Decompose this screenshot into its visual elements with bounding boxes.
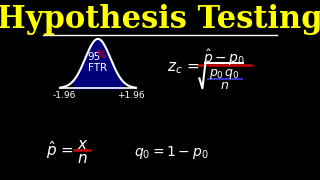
Text: n: n <box>77 151 87 166</box>
Text: $\hat{p} - p_0$: $\hat{p} - p_0$ <box>203 48 245 68</box>
Text: -1.96: -1.96 <box>53 91 76 100</box>
Text: $q_0 = 1 - p_0$: $q_0 = 1 - p_0$ <box>134 144 209 161</box>
Text: %: % <box>96 50 106 60</box>
Text: $z_c$ =: $z_c$ = <box>166 61 199 76</box>
Text: n: n <box>220 79 228 92</box>
Text: FTR: FTR <box>88 62 108 73</box>
Text: $p_0\,q_0$: $p_0\,q_0$ <box>209 68 240 81</box>
Text: 95: 95 <box>87 52 101 62</box>
Text: +1.96: +1.96 <box>117 91 145 100</box>
Text: $\hat{p}$ =: $\hat{p}$ = <box>46 140 74 161</box>
Text: x: x <box>77 137 86 152</box>
Text: Hypothesis Testing: Hypothesis Testing <box>0 4 320 35</box>
